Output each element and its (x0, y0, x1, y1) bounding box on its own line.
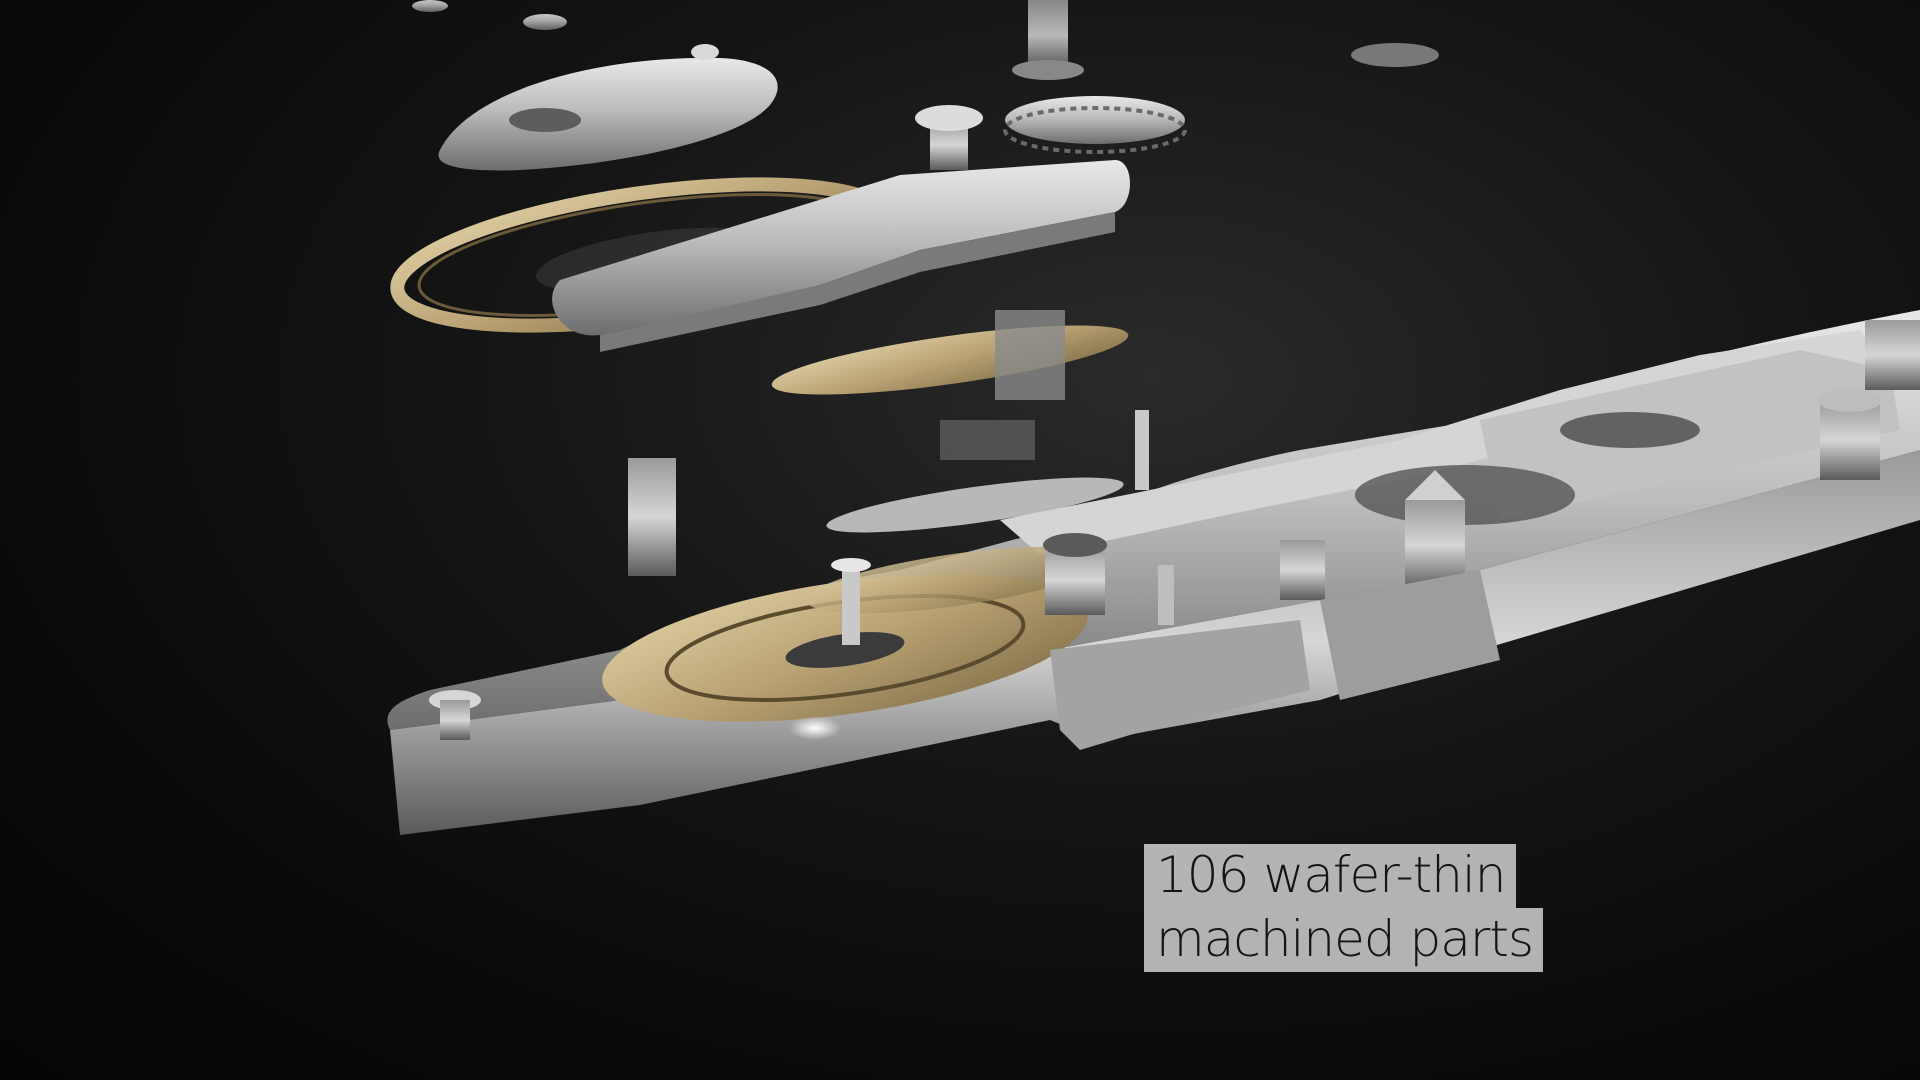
caption-line-1-text: 106 wafer-thin (1144, 844, 1516, 908)
caption-line-1: 106 wafer-thin (1144, 844, 1543, 908)
gear-small (1003, 96, 1187, 154)
balance-bridge (552, 105, 1130, 352)
caption: 106 wafer-thin machined parts (1144, 844, 1544, 972)
caption-line-2-text: machined parts (1144, 908, 1544, 972)
floating-screw-top (412, 0, 1439, 80)
fourth-wheel (771, 310, 1129, 460)
thin-disc (826, 410, 1149, 533)
lower-step (1050, 570, 1500, 750)
center-wheel (602, 546, 1104, 722)
caption-line-2: machined parts (1144, 908, 1544, 972)
plate-screws (429, 320, 1920, 740)
main-plate (387, 310, 1920, 835)
upper-bridge (438, 44, 778, 171)
